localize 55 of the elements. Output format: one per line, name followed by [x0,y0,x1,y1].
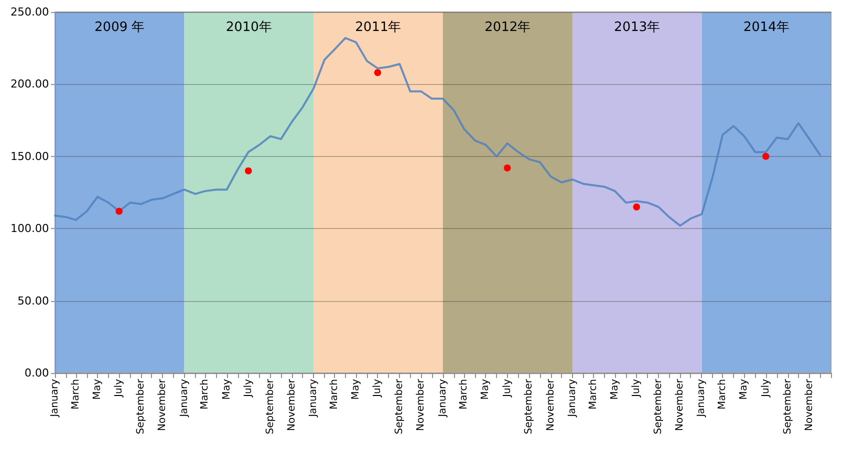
x-tick-label: July [372,378,384,398]
point [244,167,252,174]
x-tick-label: July [242,378,254,398]
y-tick-label: 150.00 [10,150,49,163]
x-tick-label: July [114,378,125,398]
band-label: 2010年 [226,20,272,35]
x-tick-label: July [631,378,642,398]
x-tick-label: March [70,379,82,410]
band-label: 2012年 [484,20,531,35]
x-tick-label: September [264,378,276,434]
line-series [54,36,822,227]
band-label: 2013年 [614,20,660,35]
x-tick-label: July [502,378,513,398]
x-tick-label: July [760,378,772,398]
y-tick-label: 250.00 [10,6,49,18]
x-tick-label: September [136,378,147,434]
band-label: 2014年 [743,20,790,35]
x-tick-label: May [738,378,750,400]
x-tick-label: May [92,378,103,400]
x-tick-label: March [458,379,470,410]
x-tick-label: January [50,378,60,418]
x-tick-label: January [308,378,320,418]
point [504,164,511,172]
point [762,152,770,160]
x-tick-label: May [480,378,492,400]
x-tick-label: November [545,378,556,432]
x-tick-label: May [221,378,232,400]
point [374,69,382,76]
y-tick-label: 0.00 [24,366,49,380]
x-tick-label: January [696,378,708,418]
y-tick-label: 50.00 [18,294,49,308]
band-label: 2011年 [355,20,402,35]
x-tick-label: March [328,379,340,410]
x-tick-label: September [524,378,535,434]
x-tick-label: September [653,378,664,434]
x-tick-label: January [566,378,578,418]
x-tick-label: March [200,379,211,410]
x-tick-label: September [782,378,794,434]
x-tick-label: September [394,378,406,434]
point [633,203,640,210]
x-tick-label: November [416,378,427,432]
x-tick-label: November [674,378,686,432]
x-tick-label: May [609,378,620,400]
band-label: 2009 年 [94,20,145,35]
x-tick-label: March [717,379,728,410]
x-tick-label: November [286,378,298,432]
x-tick-label: March [588,379,599,410]
x-tick-label: May [350,378,362,400]
point [116,208,123,215]
x-tick-label: January [178,378,190,418]
x-tick-label: November [804,378,815,432]
x-tick-label: November [157,378,168,432]
x-tick-label: January [437,378,448,418]
y-tick-label: 100.00 [10,222,49,236]
y-tick-label: 200.00 [10,78,49,91]
